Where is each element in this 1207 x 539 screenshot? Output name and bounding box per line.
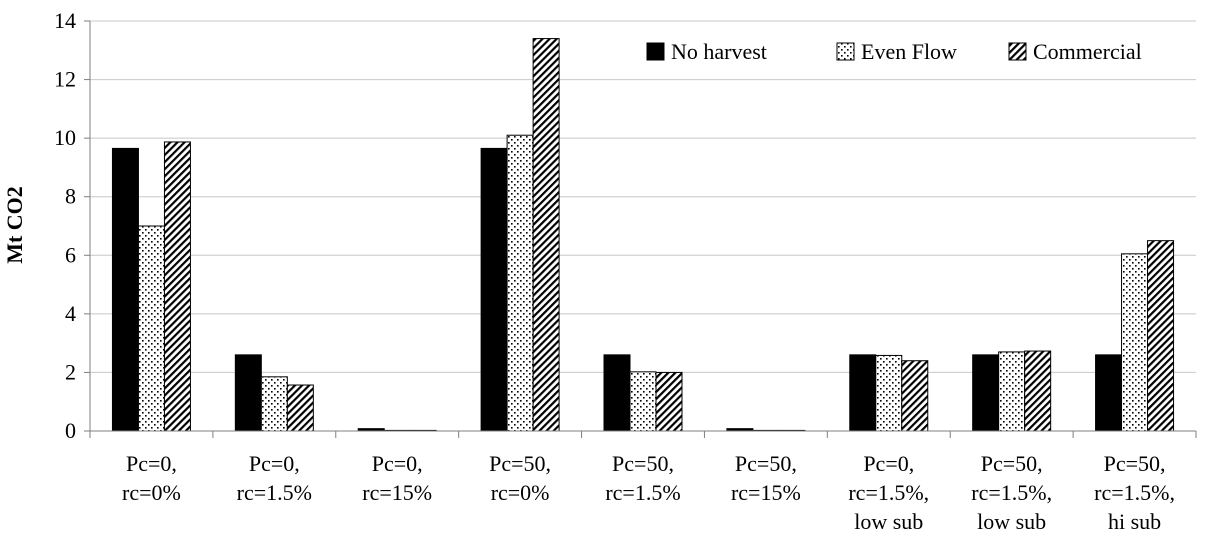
x-category-label: rc=1.5%,	[1094, 480, 1175, 505]
x-category-label: rc=1.5%,	[971, 480, 1052, 505]
x-category-label: Pc=50,	[612, 451, 674, 476]
bar-even-flow	[629, 371, 657, 432]
category-labels: Pc=0, rc=0% Pc=0, rc=1.5% Pc=0, rc=15% Pc=50, r…	[122, 451, 1175, 534]
x-category-label: Pc=0,	[372, 451, 423, 476]
x-category-label: low sub	[977, 509, 1046, 534]
bar-no-harvest	[480, 147, 508, 432]
bar-even-flow	[137, 225, 165, 432]
bar-even-flow	[506, 134, 534, 432]
bar-no-harvest	[849, 354, 877, 432]
y-tick-labels: 0 2 4 6 8 10 12 14	[54, 8, 76, 443]
legend-swatch	[1008, 42, 1027, 61]
y-tick-label: 14	[54, 8, 76, 33]
axes	[84, 20, 1197, 438]
bar-commercial	[163, 141, 191, 432]
legend-label: Commercial	[1033, 39, 1142, 64]
legend-label: No harvest	[671, 39, 767, 64]
bar-commercial	[901, 360, 929, 432]
y-tick-label: 0	[65, 418, 76, 443]
bar-commercial	[1024, 350, 1052, 432]
x-category-label: rc=15%	[731, 480, 801, 505]
bar-even-flow	[875, 354, 903, 432]
bar-commercial	[286, 384, 314, 432]
x-category-label: rc=1.5%,	[848, 480, 929, 505]
x-category-label: rc=15%	[362, 480, 432, 505]
bar-commercial	[655, 371, 683, 432]
legend-swatch	[646, 42, 665, 61]
x-category-label: Pc=0,	[249, 451, 300, 476]
y-tick-label: 10	[54, 125, 76, 150]
bar-no-harvest	[603, 354, 631, 432]
bar-no-harvest	[111, 147, 139, 432]
x-category-label: low sub	[854, 509, 923, 534]
x-category-label: Pc=50,	[1104, 451, 1166, 476]
y-axis-title: Mt CO2	[2, 186, 27, 264]
x-category-label: Pc=50,	[981, 451, 1043, 476]
bar-even-flow	[1121, 253, 1149, 432]
x-category-label: Pc=50,	[489, 451, 551, 476]
legend-label: Even Flow	[861, 39, 957, 64]
bar-no-harvest	[234, 354, 262, 432]
bar-no-harvest	[972, 354, 1000, 432]
x-category-label: Pc=0,	[126, 451, 177, 476]
x-category-label: rc=0%	[491, 480, 550, 505]
bar-commercial	[532, 38, 560, 432]
legend-swatch	[836, 42, 855, 61]
x-category-label: hi sub	[1108, 509, 1161, 534]
bars	[111, 38, 1175, 432]
y-tick-label: 6	[65, 242, 76, 267]
gridlines	[90, 20, 1196, 373]
x-category-label: Pc=0,	[863, 451, 914, 476]
x-category-label: rc=1.5%	[605, 480, 680, 505]
y-tick-label: 2	[65, 359, 76, 384]
x-category-label: rc=1.5%	[237, 480, 312, 505]
x-category-label: Pc=50,	[735, 451, 797, 476]
legend: No harvest Even Flow Commercial	[646, 39, 1142, 64]
bar-even-flow	[998, 351, 1026, 432]
y-tick-label: 4	[65, 301, 76, 326]
y-tick-label: 8	[65, 184, 76, 209]
x-category-label: rc=0%	[122, 480, 181, 505]
bar-commercial	[1147, 240, 1175, 432]
bar-no-harvest	[1095, 354, 1123, 432]
bar-even-flow	[260, 376, 288, 432]
y-tick-label: 12	[54, 67, 76, 92]
